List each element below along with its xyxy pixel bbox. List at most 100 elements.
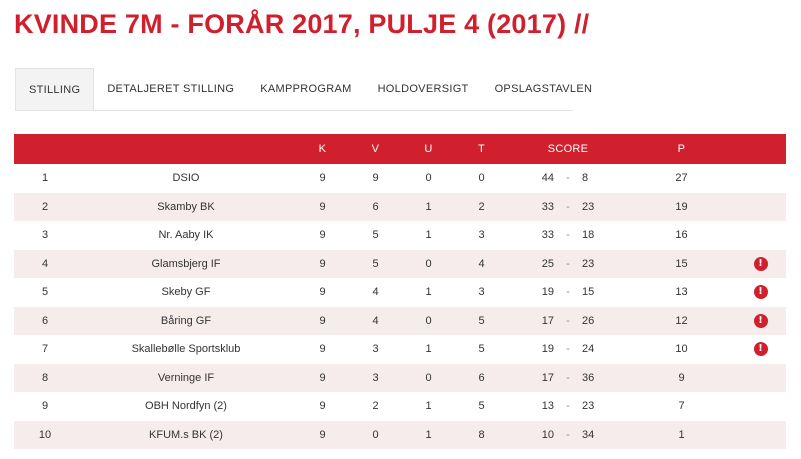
wins: 4 <box>372 286 379 299</box>
points: 9 <box>678 371 685 384</box>
losses: 5 <box>478 343 485 356</box>
warning-icon[interactable]: ! <box>753 285 768 300</box>
wins: 5 <box>372 229 379 242</box>
score-separator: - <box>566 200 570 213</box>
position-cell: 1 <box>41 172 49 185</box>
draws: 0 <box>425 314 432 327</box>
draws: 1 <box>425 229 432 242</box>
score-against: 23 <box>582 257 595 270</box>
matches-played: 9 <box>319 257 326 270</box>
team-name: Skamby BK <box>157 200 215 213</box>
score-against: 23 <box>582 400 595 413</box>
score-for: 25 <box>541 257 554 270</box>
draws: 1 <box>425 200 432 213</box>
warning-icon[interactable]: ! <box>753 313 768 328</box>
team-name: KFUM.s BK (2) <box>149 428 223 441</box>
score-separator: - <box>566 229 570 242</box>
warning-cell <box>735 221 786 250</box>
team-name: Nr. Aaby IK <box>158 229 214 242</box>
team-name: Glamsbjerg IF <box>151 257 221 270</box>
header-k: K <box>318 143 327 155</box>
score-against: 36 <box>582 371 595 384</box>
losses: 0 <box>478 172 485 185</box>
draws: 0 <box>425 257 432 270</box>
warning-cell <box>735 392 786 421</box>
position-cell: 8 <box>41 371 49 384</box>
standings-body: 1 DSIO 9 9 0 0 44-8 27 2 Skamby BK 9 6 1 2 33-23 19 3 Nr.… <box>14 164 786 449</box>
score-separator: - <box>566 371 570 384</box>
score-separator: - <box>566 400 570 413</box>
score-separator: - <box>566 257 570 270</box>
team-name: Skallebølle Sportsklub <box>131 343 241 356</box>
matches-played: 9 <box>319 200 326 213</box>
points: 19 <box>675 200 688 213</box>
score-separator: - <box>566 172 570 185</box>
table-row: 3 Nr. Aaby IK 9 5 1 3 33-18 16 <box>14 221 786 250</box>
standings-table: K V U T SCORE P 1 DSIO 9 9 0 0 44-8 27 2 Skamby B… <box>14 134 786 449</box>
table-row: 4 Glamsbjerg IF 9 5 0 4 25-23 15! <box>14 249 786 279</box>
position-cell: 3 <box>41 229 49 242</box>
score-cell: 10-34 <box>508 421 628 450</box>
score-cell: 17-36 <box>508 364 628 393</box>
losses: 4 <box>478 257 485 270</box>
score-for: 10 <box>541 428 554 441</box>
header-v: V <box>371 143 380 155</box>
team-name: OBH Nordfyn (2) <box>145 400 227 413</box>
warning-cell: ! <box>735 307 786 336</box>
tab-detaljeret-stilling[interactable]: DETALJERET STILLING <box>107 83 235 95</box>
team-name: DSIO <box>172 172 200 185</box>
losses: 2 <box>478 200 485 213</box>
score-separator: - <box>566 343 570 356</box>
warning-icon[interactable]: ! <box>753 342 768 357</box>
points: 27 <box>675 172 688 185</box>
matches-played: 9 <box>319 229 326 242</box>
matches-played: 9 <box>319 343 326 356</box>
score-for: 33 <box>541 200 554 213</box>
tab-opslagstavlen[interactable]: OPSLAGSTAVLEN <box>494 83 593 95</box>
wins: 3 <box>372 343 379 356</box>
header-p: P <box>677 143 686 155</box>
score-for: 13 <box>541 400 554 413</box>
position-cell: 7 <box>41 343 49 356</box>
position-cell: 4 <box>41 257 49 270</box>
losses: 5 <box>478 314 485 327</box>
tab-bar: STILLING DETALJERET STILLING KAMPPROGRAM… <box>15 68 592 111</box>
losses: 5 <box>478 400 485 413</box>
score-against: 26 <box>582 314 595 327</box>
warning-cell: ! <box>735 250 786 279</box>
wins: 6 <box>372 200 379 213</box>
matches-played: 9 <box>319 371 326 384</box>
table-row: 8 Verninge IF 9 3 0 6 17-36 9 <box>14 363 786 393</box>
team-name: Båring GF <box>160 314 212 327</box>
position-cell: 10 <box>38 428 52 441</box>
table-header-row: K V U T SCORE P <box>14 134 786 164</box>
team-name: Skeby GF <box>161 286 211 299</box>
score-for: 17 <box>541 371 554 384</box>
score-against: 34 <box>582 428 595 441</box>
score-for: 19 <box>541 286 554 299</box>
warning-cell <box>735 164 786 193</box>
tab-holdoversigt[interactable]: HOLDOVERSIGT <box>377 83 469 95</box>
wins: 9 <box>372 172 379 185</box>
wins: 3 <box>372 371 379 384</box>
matches-played: 9 <box>319 172 326 185</box>
table-row: 10 KFUM.s BK (2) 9 0 1 8 10-34 1 <box>14 420 786 450</box>
position-cell: 5 <box>41 286 49 299</box>
draws: 0 <box>425 371 432 384</box>
warning-cell <box>735 421 786 450</box>
team-name: Verninge IF <box>157 371 215 384</box>
table-row: 9 OBH Nordfyn (2) 9 2 1 5 13-23 7 <box>14 392 786 421</box>
warning-cell <box>735 193 786 222</box>
points: 15 <box>675 257 688 270</box>
warning-cell: ! <box>735 335 786 364</box>
warning-icon[interactable]: ! <box>753 256 768 271</box>
score-cell: 13-23 <box>508 392 628 421</box>
points: 13 <box>675 286 688 299</box>
tab-stilling[interactable]: STILLING <box>15 68 95 110</box>
page-title: KVINDE 7M - FORÅR 2017, PULJE 4 (2017) /… <box>14 9 590 39</box>
header-u: U <box>424 143 433 155</box>
wins: 5 <box>372 257 379 270</box>
position-cell: 2 <box>41 200 49 213</box>
tab-kampprogram[interactable]: KAMPPROGRAM <box>260 83 352 95</box>
losses: 3 <box>478 229 485 242</box>
